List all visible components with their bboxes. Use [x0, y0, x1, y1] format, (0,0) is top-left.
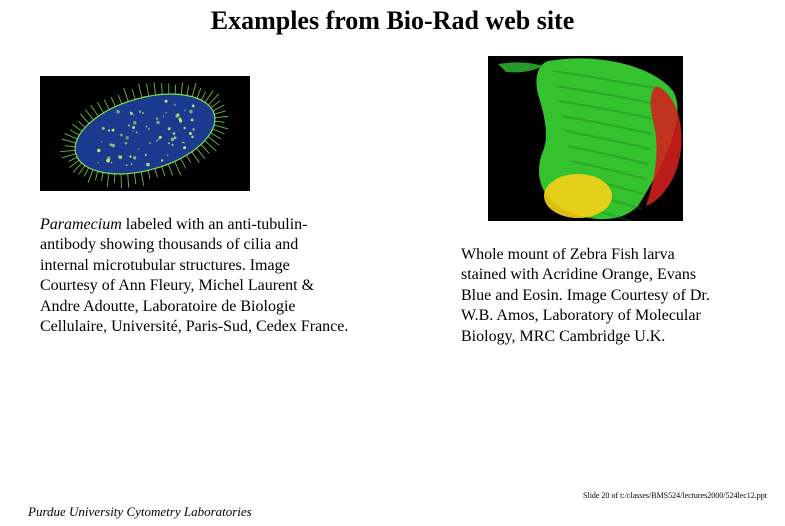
left-column: Paramecium labeled with an anti-tubulin-… — [40, 46, 350, 347]
page-title: Examples from Bio-Rad web site — [0, 0, 785, 46]
right-image-box — [455, 56, 715, 221]
left-caption-rest: labeled with an anti-tubulin-antibody sh… — [40, 216, 348, 335]
left-image-box — [40, 76, 350, 191]
zebrafish-image — [488, 56, 683, 221]
footer-slide-path: Slide 20 of t:/classes/BMS524/lectures20… — [583, 491, 767, 500]
left-caption-italic: Paramecium — [40, 216, 122, 233]
left-caption: Paramecium labeled with an anti-tubulin-… — [40, 215, 350, 338]
footer-lab: Purdue University Cytometry Laboratories — [28, 504, 252, 520]
right-caption: Whole mount of Zebra Fish larva stained … — [455, 245, 715, 347]
content-row: Paramecium labeled with an anti-tubulin-… — [0, 46, 785, 347]
paramecium-image — [40, 76, 250, 191]
right-column: Whole mount of Zebra Fish larva stained … — [455, 46, 715, 347]
